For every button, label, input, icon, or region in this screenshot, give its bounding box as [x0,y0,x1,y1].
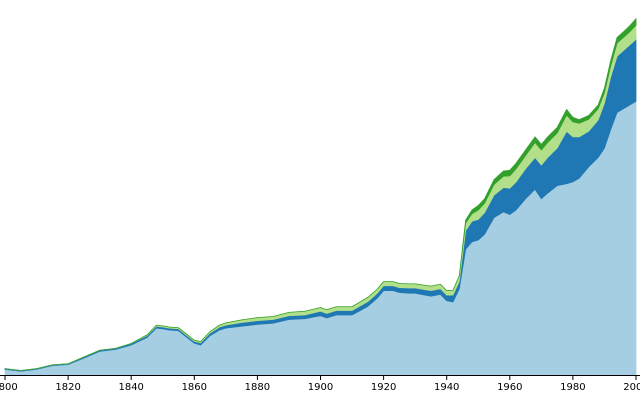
x-tick-label: 1880 [245,382,270,393]
x-tick-label: 1800 [0,382,18,393]
x-tick-label: 1940 [434,382,459,393]
area-series-4 [4,17,637,371]
x-tick-label: 1820 [55,382,80,393]
x-tick-label: 1980 [560,382,585,393]
x-tick-label: 1860 [182,382,207,393]
x-tick-label: 1920 [371,382,396,393]
x-tick-label: 2000 [623,382,640,393]
x-axis-ticks: 1800 1820 1840 1860 1880 1900 1920 1940 1960 1980… [0,375,640,393]
x-tick-label: 1900 [308,382,333,393]
area-series-1 [4,100,637,376]
x-tick-label: 1960 [497,382,522,393]
area-series-group [4,17,637,376]
x-tick-label: 1840 [118,382,143,393]
